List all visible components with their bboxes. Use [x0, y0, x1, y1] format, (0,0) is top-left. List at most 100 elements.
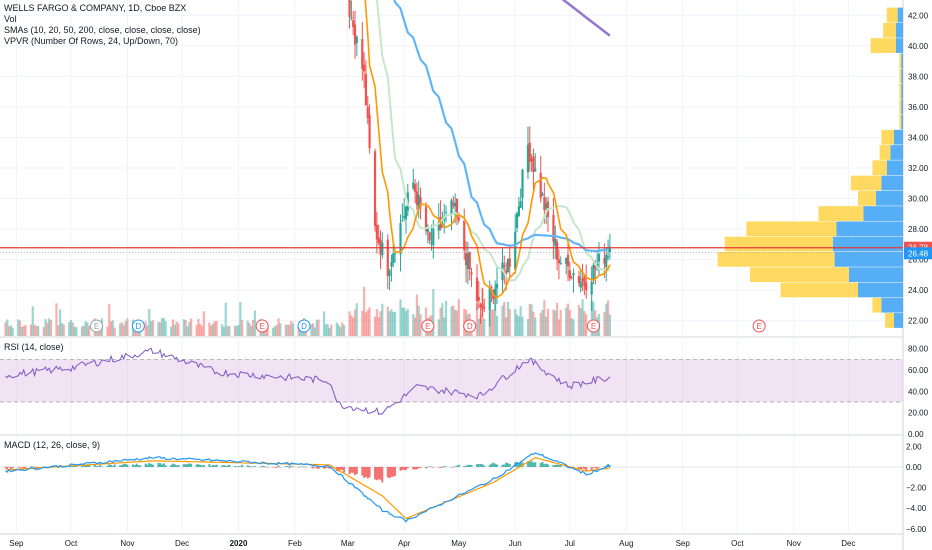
volume-bar: [195, 324, 198, 336]
volume-bar: [555, 302, 559, 336]
event-marker[interactable]: [297, 319, 311, 333]
macd-histogram-bar: [215, 464, 218, 467]
candle-body: [444, 211, 448, 213]
volume-bar: [202, 311, 206, 336]
macd-histogram-bar: [386, 466, 389, 478]
volume-bar: [122, 325, 125, 336]
volume-bar: [271, 327, 275, 336]
macd-histogram-bar: [363, 466, 366, 478]
price-tick-label: 30.00: [908, 195, 929, 204]
time-tick-label: Feb: [288, 539, 302, 548]
volume-bar: [506, 301, 510, 336]
volume-bar: [68, 322, 71, 336]
volume-bar: [58, 309, 62, 336]
volume-bar: [46, 322, 49, 336]
macd-histogram-bar: [450, 466, 453, 468]
macd-histogram-bar: [381, 466, 384, 483]
chart-title[interactable]: WELLS FARGO & COMPANY, 1D, Cboe BZX: [4, 3, 187, 13]
volume-bar: [375, 309, 378, 336]
volume-bar: [248, 322, 251, 336]
macd-histogram-bar: [157, 462, 160, 467]
macd-histogram-bar: [162, 463, 165, 467]
macd-tick-label: −4.00: [906, 504, 927, 513]
candle-body: [352, 20, 355, 28]
volume-bar: [534, 317, 537, 336]
macd-histogram-bar: [534, 462, 537, 467]
macd-histogram-bar: [545, 463, 548, 467]
volume-bar: [279, 323, 282, 336]
event-marker[interactable]: [255, 319, 269, 333]
price-axis[interactable]: 22.00 24.00 26.00 28.00 30.00 32.00 34.00 36.00…: [903, 0, 932, 550]
macd-histogram-bar: [426, 466, 429, 468]
macd-histogram-bar: [120, 464, 123, 467]
volume-bar: [190, 318, 193, 336]
macd-tick-label: −6.00: [906, 525, 927, 534]
candle-body: [479, 304, 482, 308]
event-marker[interactable]: [421, 319, 435, 333]
macd-histogram-bar: [133, 465, 136, 467]
volume-bar: [84, 321, 87, 336]
macd-histogram-bar: [177, 464, 180, 467]
macd-histogram-bar: [552, 464, 555, 467]
candle-body: [543, 196, 546, 210]
volume-bar: [483, 318, 486, 336]
macd-histogram-bar: [110, 464, 113, 467]
macd-histogram-bar: [252, 466, 255, 467]
volume-bar: [215, 321, 218, 336]
volume-bar: [292, 323, 295, 336]
macd-histogram-bar: [432, 466, 435, 468]
vpvr-up-bar: [886, 160, 903, 176]
macd-histogram-bar: [516, 461, 519, 467]
macd-histogram-bar: [97, 466, 100, 467]
volume-bar: [392, 312, 395, 336]
volume-bar: [277, 318, 280, 336]
volume-bar: [326, 323, 329, 336]
candle-body: [401, 220, 404, 222]
macd-histogram-bar: [597, 466, 600, 468]
candle-body: [521, 169, 524, 198]
volume-bar: [352, 317, 355, 336]
sma50-line: [393, 0, 611, 253]
time-axis[interactable]: Sep Oct Nov Dec 2020 Feb Mar Apr May Jun Jul Aug Sep…: [9, 539, 855, 548]
macd-histogram-bar: [286, 465, 289, 467]
volume-bar: [348, 311, 351, 336]
macd-histogram-bar: [35, 466, 38, 469]
vpvr-down-bar: [724, 236, 833, 252]
volume-bar: [350, 315, 353, 336]
vpvr-down-bar: [879, 145, 891, 160]
macd-histogram-bar: [264, 466, 267, 468]
candle-body: [413, 184, 417, 192]
macd-histogram-bar: [528, 461, 531, 467]
volume-bar: [11, 327, 14, 336]
macd-histogram-bar: [301, 466, 304, 468]
volume-bar: [213, 321, 216, 336]
event-marker[interactable]: [131, 319, 145, 333]
time-tick-label: Jun: [509, 539, 522, 548]
event-marker[interactable]: [752, 319, 766, 333]
volume-bar: [4, 322, 7, 336]
candle-body: [545, 203, 548, 209]
price-tick-label: 32.00: [908, 164, 929, 173]
volume-bar: [328, 327, 331, 336]
legend-smas[interactable]: SMAs (10, 20, 50, 200, close, close, clo…: [4, 25, 201, 35]
macd-histogram-bar: [144, 463, 147, 467]
legend-vpvr[interactable]: VPVR (Number Of Rows, 24, Up/Down, 70): [4, 36, 179, 46]
candle-body: [570, 277, 573, 279]
macd-label[interactable]: MACD (12, 26, close, 9): [4, 440, 101, 450]
volume-bar: [546, 308, 550, 336]
rsi-label[interactable]: RSI (14, close): [4, 342, 64, 352]
event-marker[interactable]: [463, 319, 477, 333]
macd-histogram-bar: [443, 465, 446, 467]
volume-bar: [235, 325, 238, 336]
legend-volume[interactable]: Vol: [4, 14, 17, 24]
volume-bar: [353, 309, 357, 336]
vpvr-down-bar: [850, 175, 882, 191]
vpvr-up-bar: [881, 297, 903, 313]
macd-histogram-bar: [262, 465, 265, 467]
macd-histogram-bar: [222, 465, 225, 467]
volume-bar: [608, 314, 611, 336]
event-marker[interactable]: [89, 319, 103, 333]
event-marker[interactable]: [587, 319, 601, 333]
